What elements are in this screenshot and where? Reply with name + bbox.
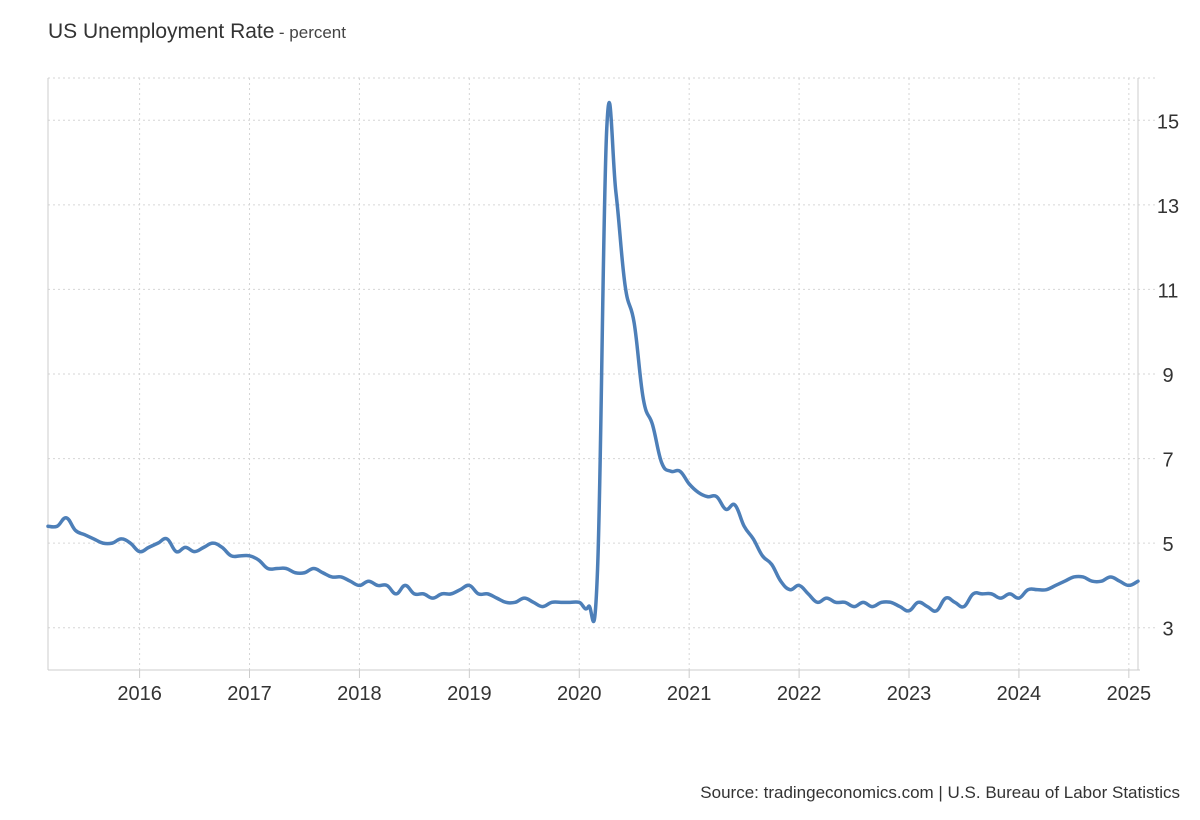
y-tick-label: 9 xyxy=(1162,365,1173,387)
x-tick-label: 2016 xyxy=(117,683,162,705)
chart-unit: percent xyxy=(289,23,346,42)
x-tick-label: 2017 xyxy=(227,683,272,705)
axes xyxy=(47,78,1140,671)
y-tick-label: 13 xyxy=(1157,196,1179,218)
x-tick-label: 2021 xyxy=(667,683,712,705)
x-tick-label: 2020 xyxy=(557,683,602,705)
chart-title: US Unemployment Rate xyxy=(48,20,275,43)
x-tick-label: 2023 xyxy=(887,683,932,705)
x-axis-ticks: 2016 2017 2018 2019 2020 2021 2022 2023 2024 2025 xyxy=(117,670,1151,705)
y-tick-label: 15 xyxy=(1157,111,1179,133)
chart-title-block: US Unemployment Rate - percent xyxy=(48,20,346,43)
y-tick-label: 3 xyxy=(1162,619,1173,641)
x-tick-label: 2022 xyxy=(777,683,822,705)
y-tick-label: 5 xyxy=(1162,534,1173,556)
y-tick-label: 7 xyxy=(1162,450,1173,472)
series-group xyxy=(46,100,1140,624)
grid xyxy=(48,77,1155,670)
y-tick-label: 11 xyxy=(1158,280,1179,302)
x-tick-label: 2018 xyxy=(337,683,382,705)
source-attribution: Source: tradingeconomics.com | U.S. Bure… xyxy=(700,783,1180,802)
series-line xyxy=(46,100,1140,624)
x-tick-label: 2024 xyxy=(997,683,1042,705)
x-tick-label: 2019 xyxy=(447,683,492,705)
y-axis-ticks: 3 5 7 9 11 13 15 xyxy=(1157,111,1179,640)
x-tick-label: 2025 xyxy=(1107,683,1152,705)
